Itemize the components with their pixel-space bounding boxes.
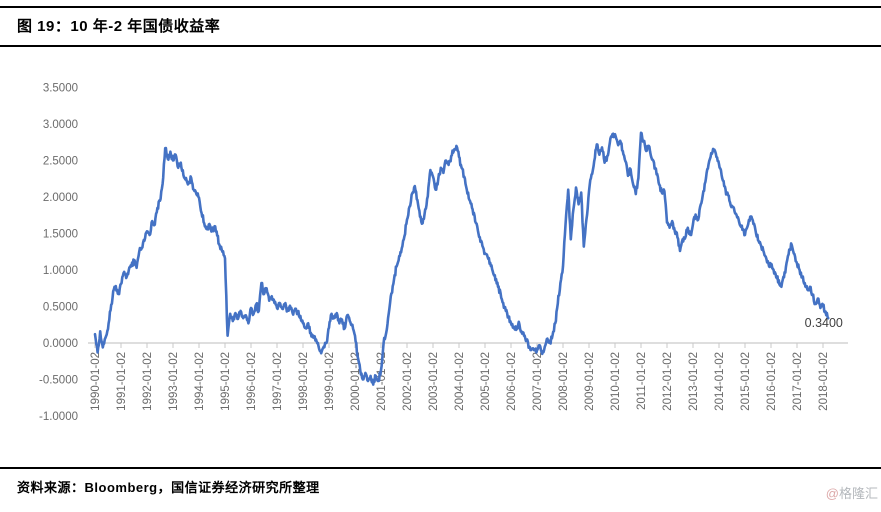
x-tick-label: 2017-01-02 — [792, 352, 804, 411]
y-tick-label: 0.0000 — [43, 338, 78, 350]
y-tick-label: 0.5000 — [43, 302, 78, 314]
watermark: @格隆汇 — [826, 483, 878, 502]
y-tick-label: -0.5000 — [39, 375, 78, 387]
x-tick-label: 2018-01-02 — [818, 352, 830, 411]
x-tick-label: 1998-01-02 — [298, 352, 310, 411]
x-tick-label: 2008-01-02 — [558, 352, 570, 411]
x-tick-label: 2006-01-02 — [506, 352, 518, 411]
watermark-at-icon: @ — [825, 486, 839, 501]
x-tick-label: 1990-01-02 — [90, 352, 102, 411]
x-tick-label: 1997-01-02 — [272, 352, 284, 411]
last-value-label: 0.3400 — [805, 316, 843, 330]
title-divider-rule — [0, 45, 881, 47]
x-tick-label: 1992-01-02 — [142, 352, 154, 411]
x-tick-label: 2016-01-02 — [766, 352, 778, 411]
y-tick-label: -1.0000 — [39, 411, 78, 423]
y-tick-label: 3.5000 — [43, 83, 78, 95]
source-attribution: 资料来源：Bloomberg，国信证券经济研究所整理 — [17, 480, 320, 495]
x-tick-label: 2014-01-02 — [714, 352, 726, 411]
x-tick-label: 1995-01-02 — [220, 352, 232, 411]
y-tick-label: 3.0000 — [43, 119, 78, 131]
x-tick-label: 2013-01-02 — [688, 352, 700, 411]
x-tick-label: 2007-01-02 — [532, 352, 544, 411]
series-line — [93, 131, 830, 386]
figure-title: 图 19：10 年-2 年国债收益率 — [17, 18, 221, 35]
y-tick-label: 1.0000 — [43, 265, 78, 277]
x-tick-label: 1991-01-02 — [116, 352, 128, 411]
y-tick-label: 1.5000 — [43, 229, 78, 241]
x-tick-label: 2015-01-02 — [740, 352, 752, 411]
x-tick-label: 2009-01-02 — [584, 352, 596, 411]
x-tick-label: 2012-01-02 — [662, 352, 674, 411]
watermark-brand-name: 格隆汇 — [838, 486, 878, 501]
x-tick-label: 2003-01-02 — [428, 352, 440, 411]
y-tick-label: 2.0000 — [43, 192, 78, 204]
x-tick-label: 2011-01-02 — [636, 352, 648, 410]
x-tick-label: 1993-01-02 — [168, 352, 180, 411]
x-tick-label: 2010-01-02 — [610, 352, 622, 411]
x-tick-label: 2004-01-02 — [454, 352, 466, 411]
y-tick-label: 2.5000 — [43, 156, 78, 168]
x-tick-label: 2005-01-02 — [480, 352, 492, 411]
top-rule — [0, 6, 881, 8]
x-tick-label: 2002-01-02 — [402, 352, 414, 411]
x-tick-label: 2001-01-02 — [376, 352, 388, 411]
x-tick-label: 2000-01-02 — [350, 352, 362, 411]
x-tick-label: 1999-01-02 — [324, 352, 336, 411]
x-tick-label: 1994-01-02 — [194, 352, 206, 411]
x-tick-label: 1996-01-02 — [246, 352, 258, 411]
footer-divider-rule — [0, 467, 881, 469]
